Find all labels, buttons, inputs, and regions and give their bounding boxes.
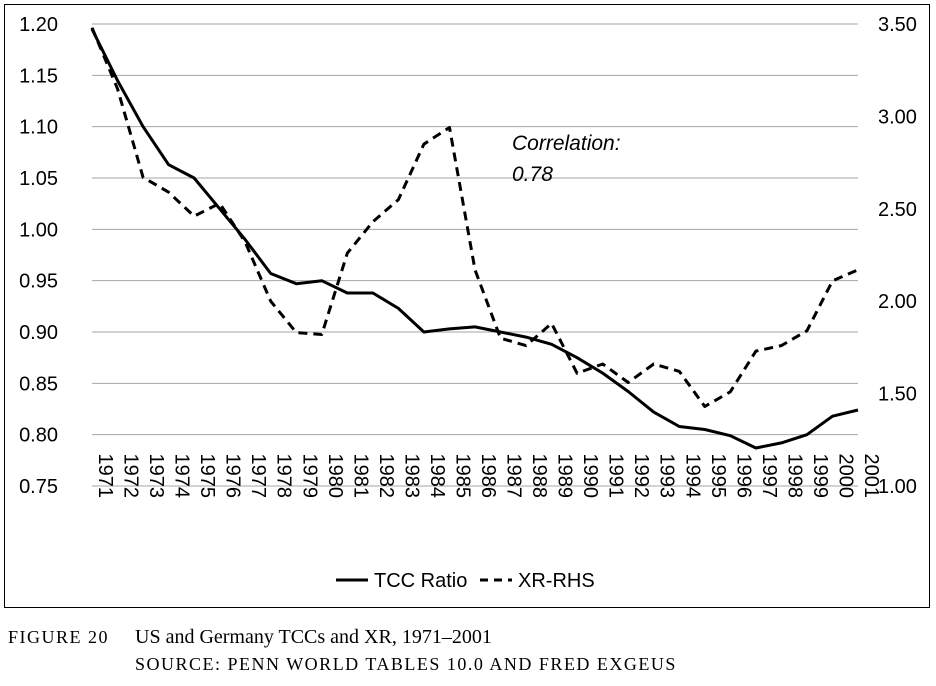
- x-axis-ticks: 1971 1972 1973 1974 1975 1976 1977 1978 1979 1980…: [94, 454, 882, 499]
- x-tick-label: 1985: [451, 454, 473, 499]
- x-tick-label: 1995: [707, 454, 729, 499]
- figure-caption: FIGURE 20 US and Germany TCCs and XR, 19…: [8, 626, 928, 682]
- x-tick-label: 1984: [426, 454, 448, 499]
- left-axis-ticks: 0.75 0.80 0.85 0.90 0.95 1.00 1.05 1.10 1.15 1.20: [19, 14, 58, 498]
- left-tick-label: 1.15: [19, 65, 58, 87]
- x-tick-label: 1981: [349, 454, 371, 499]
- legend-label-xr-rhs: XR-RHS: [518, 570, 595, 592]
- right-tick-label: 2.00: [878, 291, 917, 313]
- x-tick-label: 1973: [145, 454, 167, 499]
- x-tick-label: 1975: [196, 454, 218, 499]
- left-tick-label: 0.75: [19, 476, 58, 498]
- correlation-label: Correlation:: [512, 132, 621, 155]
- series-line-tcc-ratio: [90, 28, 859, 450]
- x-tick-label: 1998: [783, 454, 805, 499]
- correlation-value: 0.78: [512, 163, 553, 186]
- x-tick-label: 1976: [222, 454, 244, 499]
- x-tick-label: 1987: [503, 454, 525, 499]
- x-tick-label: 1989: [554, 454, 576, 499]
- x-tick-label: 1992: [630, 454, 652, 499]
- chart-frame: [4, 4, 930, 608]
- left-tick-label: 0.95: [19, 271, 58, 293]
- figure-source: SOURCE: PENN WORLD TABLES 10.0 AND FRED …: [135, 654, 677, 674]
- right-tick-label: 2.50: [878, 199, 917, 221]
- left-tick-label: 0.80: [19, 425, 58, 447]
- gridlines: [92, 23, 858, 487]
- x-tick-label: 1999: [809, 454, 831, 499]
- left-tick-label: 1.00: [19, 219, 58, 241]
- figure-label: FIGURE 20: [8, 627, 110, 647]
- x-tick-label: 1990: [579, 454, 601, 499]
- x-tick-label: 1972: [120, 454, 142, 499]
- right-tick-label: 1.00: [878, 476, 917, 498]
- x-tick-label: 2000: [834, 454, 856, 499]
- x-tick-label: 1993: [656, 454, 678, 499]
- left-tick-label: 0.85: [19, 373, 58, 395]
- x-tick-label: 1978: [273, 454, 295, 499]
- x-tick-label: 1994: [681, 454, 703, 499]
- x-tick-label: 1983: [400, 454, 422, 499]
- right-tick-label: 1.50: [878, 384, 917, 406]
- figure-title: US and Germany TCCs and XR, 1971–2001: [135, 626, 492, 648]
- legend-label-tcc-ratio: TCC Ratio: [374, 570, 467, 592]
- x-tick-label: 2001: [860, 454, 882, 499]
- legend: TCC Ratio XR-RHS: [336, 570, 595, 592]
- right-axis-ticks: 1.00 1.50 2.00 2.50 3.00 3.50: [878, 14, 917, 498]
- x-tick-label: 1982: [375, 454, 397, 499]
- x-tick-label: 1980: [324, 454, 346, 499]
- x-tick-label: 1997: [758, 454, 780, 499]
- right-tick-label: 3.00: [878, 106, 917, 128]
- right-tick-label: 3.50: [878, 14, 917, 36]
- x-tick-label: 1977: [247, 454, 269, 499]
- x-tick-label: 1986: [477, 454, 499, 499]
- x-tick-label: 1974: [171, 454, 193, 499]
- left-tick-label: 0.90: [19, 322, 58, 344]
- x-tick-label: 1979: [298, 454, 320, 499]
- left-tick-label: 1.10: [19, 117, 58, 139]
- left-tick-label: 1.20: [19, 14, 58, 36]
- x-tick-label: 1991: [605, 454, 627, 499]
- x-tick-label: 1971: [94, 454, 116, 499]
- x-tick-label: 1988: [528, 454, 550, 499]
- x-tick-label: 1996: [732, 454, 754, 499]
- series-lines: [90, 27, 859, 450]
- left-tick-label: 1.05: [19, 168, 58, 190]
- line-chart: 0.75 0.80 0.85 0.90 0.95 1.00 1.05 1.10 1.15 1.20…: [19, 14, 917, 592]
- series-line-xr-rhs: [90, 27, 859, 408]
